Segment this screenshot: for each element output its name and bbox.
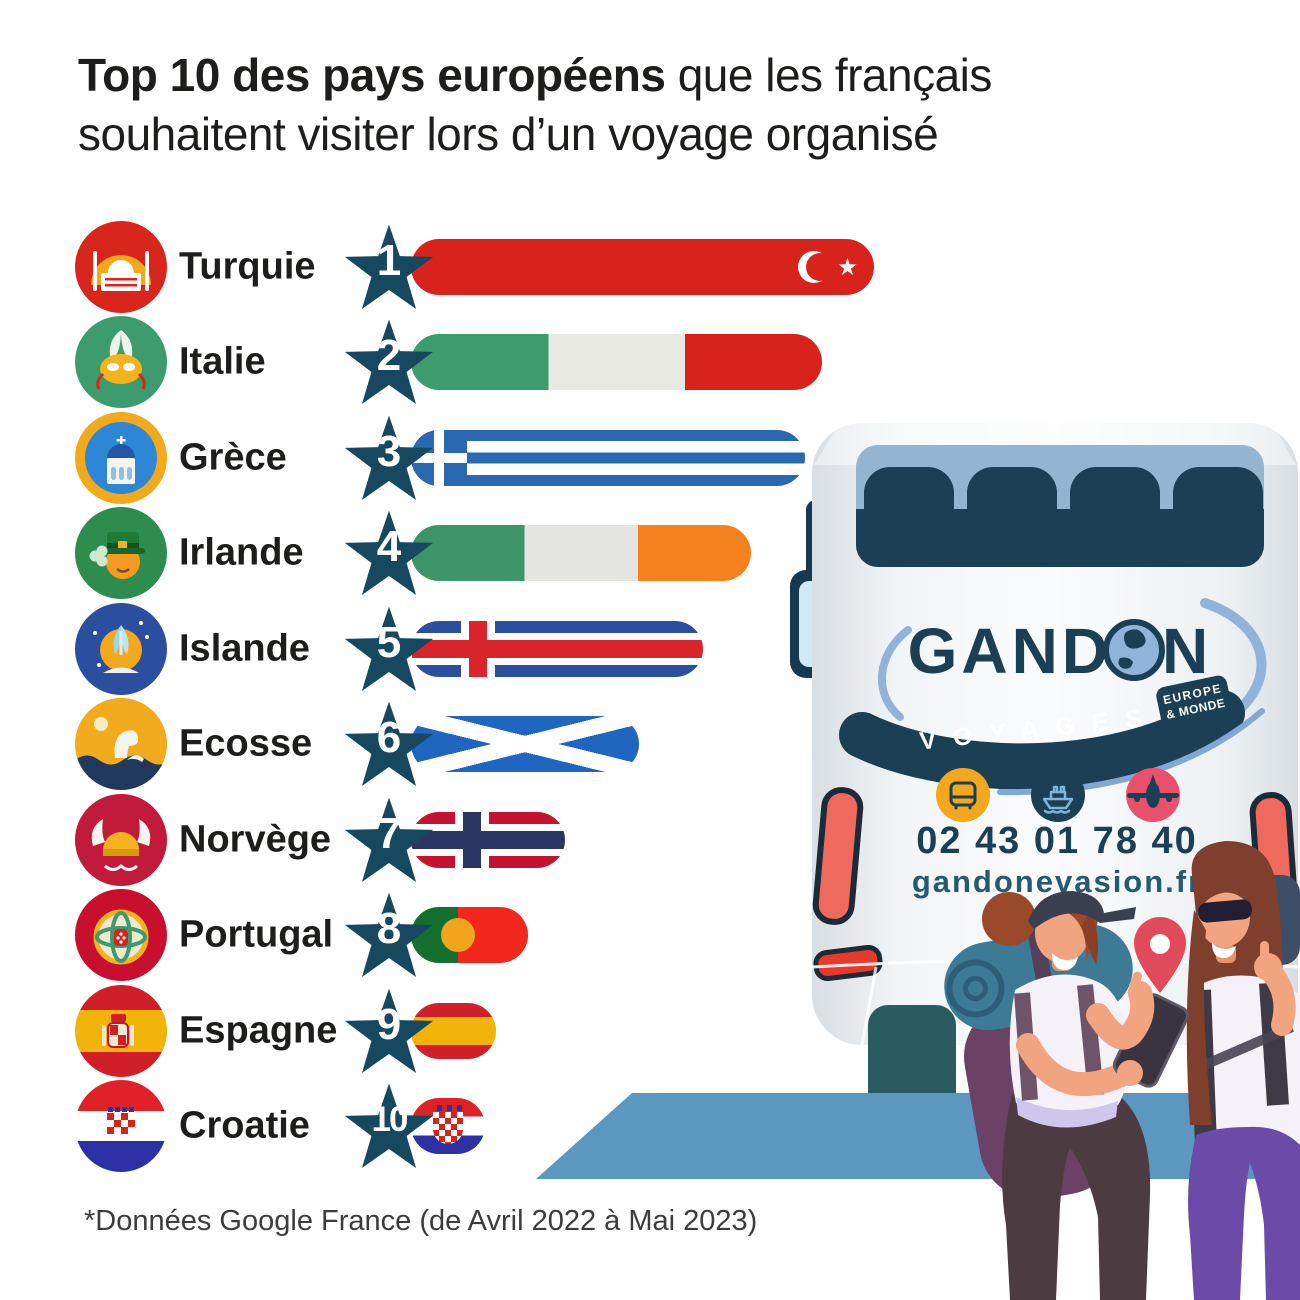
title-regular-part: que les français <box>665 49 993 101</box>
country-row: Turquie 1 <box>75 219 915 315</box>
rank-number: 6 <box>376 713 402 763</box>
panel-seam <box>860 966 878 1046</box>
data-source-footnote: *Données Google France (de Avril 2022 à … <box>84 1205 758 1237</box>
rank-number: 4 <box>376 522 402 572</box>
country-row: Italie 2 <box>75 315 915 411</box>
plane-icon <box>1126 768 1180 822</box>
rank-star-badge: 7 <box>343 795 435 885</box>
country-label: Croatie <box>179 1104 310 1147</box>
title-line1: Top 10 des pays européens que les frança… <box>78 46 1178 105</box>
rank-star-badge: 10 <box>343 1081 435 1171</box>
country-row: Islande 5 <box>75 601 915 697</box>
country-label: Espagne <box>179 1009 338 1052</box>
flag-bar-ireland <box>411 525 751 582</box>
country-row: Norvège 7 <box>75 792 915 888</box>
country-label: Italie <box>179 340 266 383</box>
title-bold-part: Top 10 des pays européens <box>78 49 666 101</box>
flag-bar-norway <box>411 811 565 868</box>
country-row: Irlande 4 <box>75 506 915 602</box>
bus-scene-illustration: GAND N VOYAGES EUROPE & MONDE <box>536 423 1300 1300</box>
road <box>536 1093 1300 1179</box>
location-pin-icon <box>1134 917 1186 993</box>
country-label: Irlande <box>179 531 304 574</box>
flag-emblem-secondary <box>838 257 857 276</box>
rank-star-badge: 6 <box>343 699 435 789</box>
country-label: Turquie <box>179 245 316 288</box>
country-label: Islande <box>179 627 310 670</box>
country-label: Grèce <box>179 436 287 479</box>
carnival-mask-icon <box>75 316 167 409</box>
country-row: Grèce 3 <box>75 410 915 506</box>
country-label: Portugal <box>179 913 334 956</box>
rank-number: 1 <box>376 235 402 285</box>
brand-gandon-text-end: N <box>1162 615 1212 687</box>
rank-star-badge: 9 <box>343 986 435 1076</box>
title-line2: souhaitent visiter lors d’un voyage orga… <box>78 108 939 160</box>
rank-star-badge: 8 <box>343 890 435 980</box>
croatia-checkerboard-icon <box>75 1080 167 1173</box>
flag-bar-italy <box>411 334 822 391</box>
loch-ness-monster-icon <box>75 698 167 791</box>
rank-number: 3 <box>376 426 402 476</box>
flag-emblem <box>433 1112 463 1145</box>
rank-star-badge: 5 <box>343 604 435 694</box>
phone-number: 02 43 01 78 40 <box>916 820 1198 862</box>
flag-bar-spain <box>411 1002 496 1059</box>
armillary-sphere-icon <box>75 889 167 982</box>
bus-icon <box>936 768 990 822</box>
country-label: Ecosse <box>179 722 313 765</box>
rank-star-badge: 2 <box>343 317 435 407</box>
spain-flag-crest-icon <box>75 984 167 1077</box>
flag-emblem-secondary <box>432 1105 464 1112</box>
cap <box>1028 891 1136 929</box>
greek-church-icon <box>75 411 167 504</box>
bus-seats <box>856 467 1264 567</box>
viking-helmet-icon <box>75 793 167 886</box>
rank-star-badge: 3 <box>343 413 435 503</box>
website-url: gandonevasion.fr <box>912 864 1202 899</box>
country-ranking-list: Turquie 1 Italie 2 Grèce <box>75 219 915 1174</box>
voyages-ribbon <box>839 690 1245 790</box>
leprechaun-icon <box>75 507 167 600</box>
brand-gandon-text: GAND <box>908 615 1112 687</box>
sunglasses-icon <box>1197 899 1253 923</box>
flag-bar-greece <box>411 429 805 486</box>
flag-bar-scotland <box>411 716 639 773</box>
geyser-icon <box>75 602 167 695</box>
taillight-left <box>812 787 864 925</box>
flag-emblem <box>440 918 475 953</box>
rank-number: 10 <box>371 1100 409 1140</box>
traveler-left <box>944 891 1189 1300</box>
rank-star-badge: 1 <box>343 222 435 312</box>
transport-icons <box>936 768 1180 822</box>
country-row: Espagne 9 <box>75 983 915 1079</box>
flag-emblem <box>411 429 467 486</box>
gandon-logo: GAND N VOYAGES EUROPE & MONDE <box>839 598 1267 796</box>
bus-body <box>812 423 1298 1045</box>
page-title: Top 10 des pays européens que les frança… <box>78 46 1178 164</box>
flag-bar-portugal <box>411 907 528 964</box>
rank-number: 8 <box>376 904 402 954</box>
rank-number: 2 <box>376 331 402 381</box>
country-row: Ecosse 6 <box>75 697 915 793</box>
flag-emblem <box>798 250 834 283</box>
flag-bar-turkey <box>411 238 874 295</box>
country-row: Portugal 8 <box>75 888 915 984</box>
rank-number: 7 <box>376 808 402 858</box>
country-label: Norvège <box>179 818 332 861</box>
hair-bun <box>982 892 1036 946</box>
ship-icon <box>1031 768 1085 822</box>
rank-star-badge: 4 <box>343 508 435 598</box>
rank-number: 5 <box>376 617 402 667</box>
mosque-icon <box>75 220 167 313</box>
globe-icon <box>1103 619 1165 681</box>
rank-number: 9 <box>376 999 402 1049</box>
traveler-right <box>1186 841 1300 1300</box>
flag-bar-croatia <box>411 1098 485 1155</box>
flag-bar-iceland <box>411 620 703 677</box>
country-row: Croatie 10 <box>75 1079 915 1175</box>
